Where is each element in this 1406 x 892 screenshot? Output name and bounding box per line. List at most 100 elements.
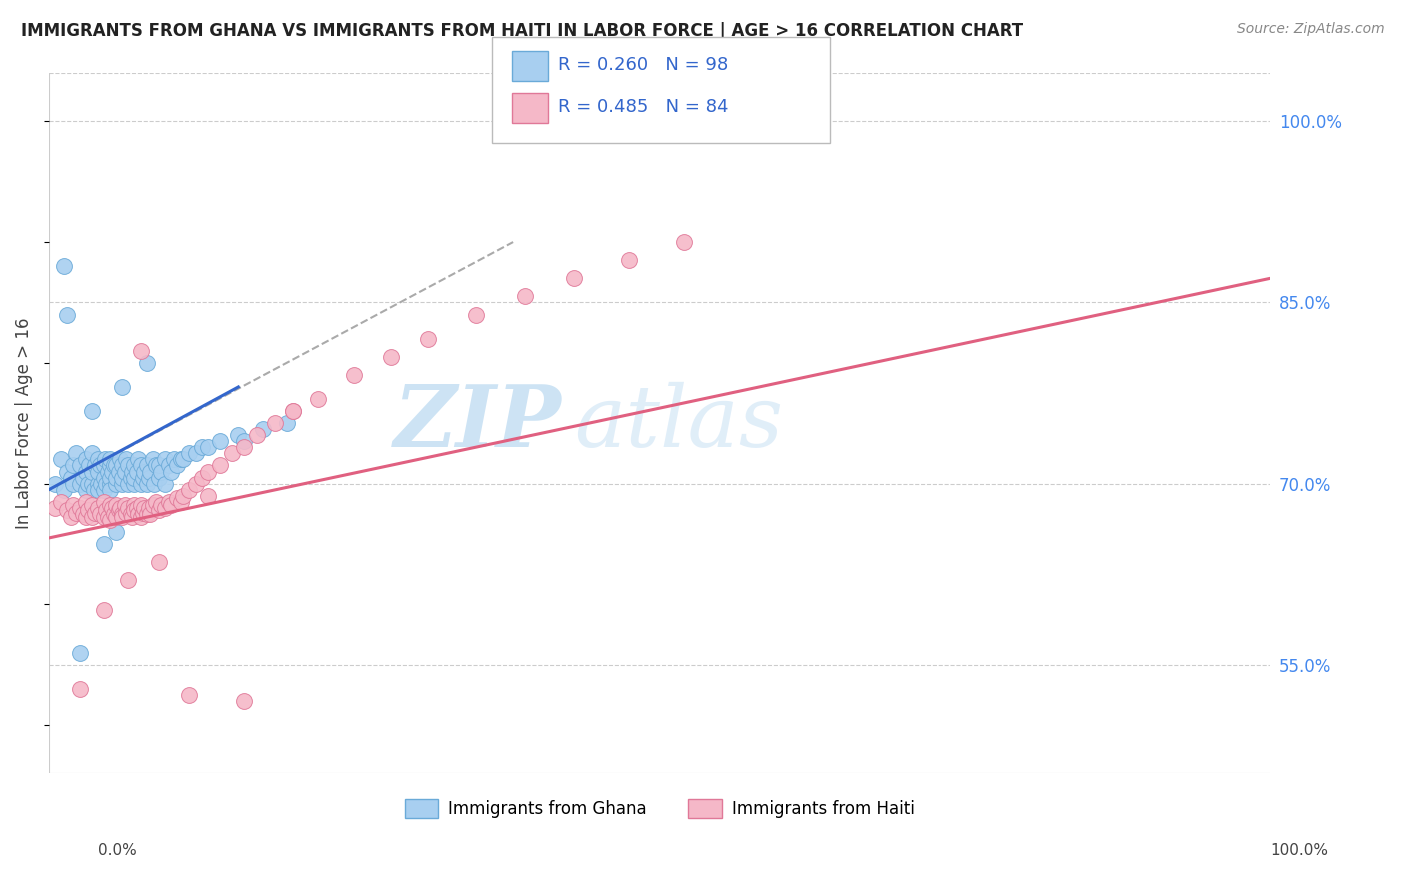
Point	[98, 483, 121, 497]
Point	[93, 603, 115, 617]
Point	[89, 507, 111, 521]
Point	[72, 507, 94, 521]
Point	[108, 452, 131, 467]
Point	[117, 476, 139, 491]
Point	[105, 499, 128, 513]
Point	[69, 476, 91, 491]
Point	[69, 681, 91, 696]
Point	[233, 434, 256, 449]
Point	[134, 500, 156, 515]
Text: R = 0.260   N = 98: R = 0.260 N = 98	[558, 56, 728, 74]
Point	[145, 494, 167, 508]
Point	[233, 441, 256, 455]
Point	[179, 483, 201, 497]
Point	[138, 500, 160, 515]
Point	[157, 494, 180, 508]
Point	[65, 446, 87, 460]
Point	[138, 470, 160, 484]
Point	[416, 332, 439, 346]
Point	[80, 404, 103, 418]
Point	[51, 452, 73, 467]
Point	[97, 465, 120, 479]
Point	[96, 503, 118, 517]
Point	[75, 510, 97, 524]
Point	[80, 465, 103, 479]
Point	[105, 524, 128, 539]
Point	[132, 470, 155, 484]
Point	[89, 458, 111, 473]
Point	[75, 452, 97, 467]
Point	[111, 458, 134, 473]
Point	[132, 506, 155, 520]
Point	[121, 510, 143, 524]
Point	[160, 499, 183, 513]
Point	[93, 470, 115, 484]
Point	[44, 476, 66, 491]
Point	[190, 470, 212, 484]
Point	[276, 416, 298, 430]
Point	[69, 458, 91, 473]
Point	[93, 537, 115, 551]
Point	[145, 458, 167, 473]
Point	[135, 476, 157, 491]
Point	[98, 499, 121, 513]
Point	[150, 499, 173, 513]
Point	[208, 458, 231, 473]
Point	[252, 422, 274, 436]
Point	[98, 513, 121, 527]
Point	[111, 476, 134, 491]
Y-axis label: In Labor Force | Age > 16: In Labor Force | Age > 16	[15, 318, 32, 529]
Point	[208, 434, 231, 449]
Point	[96, 476, 118, 491]
Point	[56, 503, 79, 517]
Point	[120, 507, 142, 521]
Point	[562, 271, 585, 285]
Point	[307, 392, 329, 406]
Point	[124, 503, 146, 517]
Point	[142, 452, 165, 467]
Text: R = 0.485   N = 84: R = 0.485 N = 84	[558, 98, 728, 116]
Point	[105, 510, 128, 524]
Point	[184, 476, 207, 491]
Point	[114, 465, 136, 479]
Point	[129, 343, 152, 358]
Point	[124, 499, 146, 513]
Point	[135, 356, 157, 370]
Point	[59, 470, 82, 484]
Point	[148, 503, 170, 517]
Point	[148, 458, 170, 473]
Point	[51, 494, 73, 508]
Legend: Immigrants from Ghana, Immigrants from Haiti: Immigrants from Ghana, Immigrants from H…	[398, 792, 921, 824]
Point	[160, 465, 183, 479]
Point	[233, 694, 256, 708]
Point	[56, 308, 79, 322]
Point	[166, 491, 188, 505]
Point	[72, 470, 94, 484]
Point	[90, 476, 112, 491]
Point	[129, 510, 152, 524]
Point	[62, 458, 84, 473]
Point	[127, 507, 149, 521]
Point	[107, 503, 129, 517]
Point	[129, 458, 152, 473]
Point	[101, 500, 124, 515]
Point	[84, 506, 107, 520]
Point	[44, 500, 66, 515]
Text: 100.0%: 100.0%	[1271, 843, 1329, 858]
Point	[98, 476, 121, 491]
Point	[226, 428, 249, 442]
Text: ZIP: ZIP	[394, 382, 562, 465]
Point	[87, 476, 110, 491]
Point	[105, 470, 128, 484]
Point	[121, 465, 143, 479]
Point	[93, 483, 115, 497]
Point	[124, 476, 146, 491]
Point	[117, 458, 139, 473]
Point	[93, 458, 115, 473]
Point	[98, 458, 121, 473]
Point	[97, 510, 120, 524]
Point	[264, 416, 287, 430]
Point	[111, 510, 134, 524]
Point	[117, 573, 139, 587]
Point	[139, 507, 162, 521]
